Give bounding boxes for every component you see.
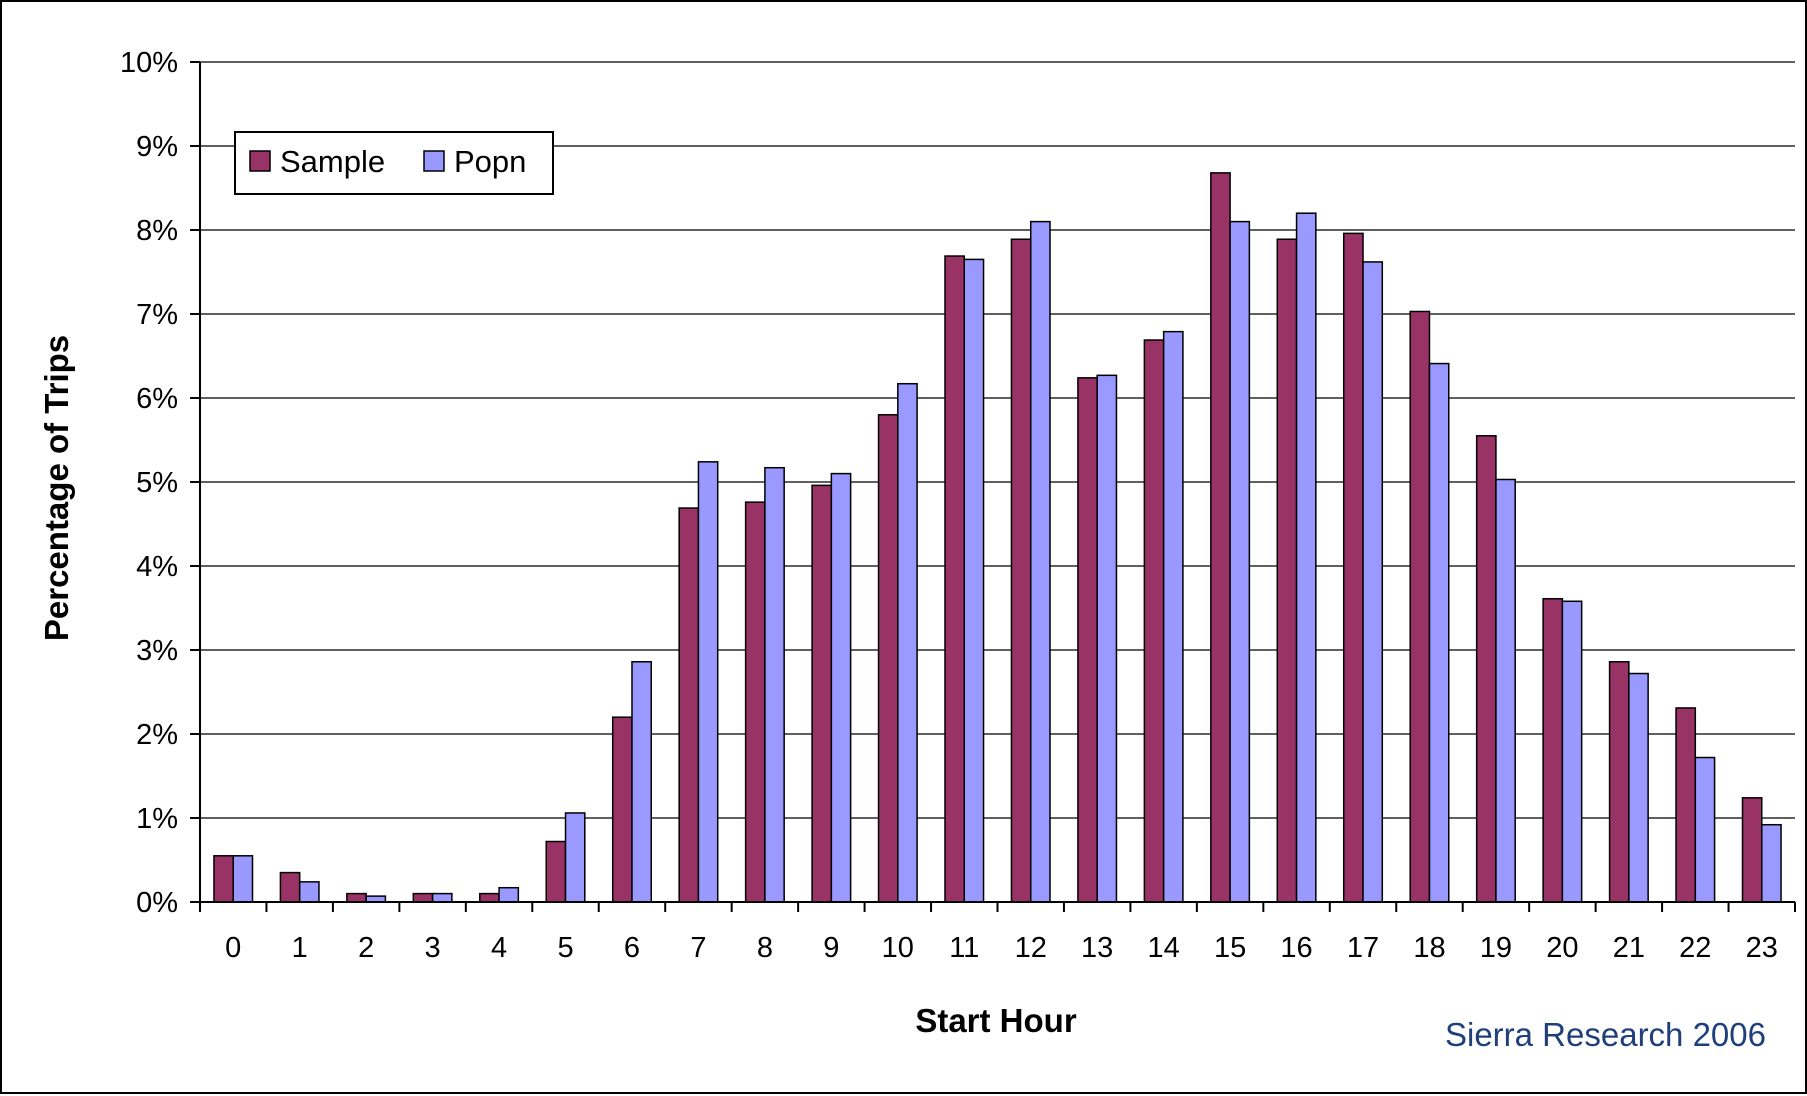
legend-label-popn: Popn bbox=[454, 144, 526, 179]
bar-sample-9 bbox=[811, 484, 833, 903]
bar-popn-5 bbox=[564, 812, 586, 903]
x-tick-label: 19 bbox=[1480, 932, 1512, 964]
legend-label-sample: Sample bbox=[280, 144, 385, 179]
bar-sample-16 bbox=[1276, 238, 1298, 903]
bar-sample-21 bbox=[1608, 661, 1630, 903]
legend-swatch-sample bbox=[249, 150, 271, 172]
bar-popn-18 bbox=[1428, 362, 1450, 903]
bar-popn-0 bbox=[232, 855, 254, 903]
x-tick-label: 20 bbox=[1546, 932, 1578, 964]
bars-group bbox=[213, 172, 1782, 903]
bar-sample-20 bbox=[1542, 598, 1564, 903]
x-tick-label: 1 bbox=[292, 932, 308, 964]
bar-popn-1 bbox=[298, 881, 320, 903]
x-tick-label: 23 bbox=[1746, 932, 1778, 964]
bar-sample-4 bbox=[479, 892, 500, 903]
credit-annotation: Sierra Research 2006 bbox=[1445, 1016, 1766, 1053]
x-tick-label: 18 bbox=[1413, 932, 1445, 964]
bar-sample-5 bbox=[545, 840, 567, 903]
bar-sample-23 bbox=[1741, 797, 1763, 903]
bar-popn-4 bbox=[498, 886, 520, 903]
x-tick-label: 3 bbox=[425, 932, 441, 964]
x-axis-title: Start Hour bbox=[915, 1002, 1077, 1039]
y-axis-title: Percentage of Trips bbox=[38, 335, 75, 641]
x-tick-label: 14 bbox=[1148, 932, 1180, 964]
x-tick-label: 10 bbox=[882, 932, 914, 964]
bar-sample-1 bbox=[279, 871, 301, 903]
bar-sample-18 bbox=[1409, 310, 1431, 903]
bar-popn-11 bbox=[963, 258, 985, 903]
bar-sample-13 bbox=[1077, 377, 1098, 903]
bar-popn-15 bbox=[1229, 220, 1251, 903]
bar-popn-23 bbox=[1761, 823, 1782, 903]
x-tick-label: 12 bbox=[1015, 932, 1047, 964]
bar-sample-22 bbox=[1675, 707, 1697, 903]
bar-sample-7 bbox=[678, 507, 700, 903]
bar-popn-21 bbox=[1628, 672, 1649, 903]
bar-sample-19 bbox=[1475, 435, 1497, 903]
bar-sample-17 bbox=[1342, 232, 1364, 903]
bar-popn-12 bbox=[1029, 220, 1051, 903]
x-tick-label: 21 bbox=[1613, 932, 1645, 964]
bar-popn-19 bbox=[1495, 478, 1516, 903]
x-tick-label: 2 bbox=[358, 932, 374, 964]
y-tick-label: 7% bbox=[136, 299, 178, 331]
y-tick-label: 8% bbox=[136, 215, 178, 247]
y-tick-label: 9% bbox=[136, 131, 178, 163]
bar-sample-2 bbox=[346, 892, 367, 903]
y-tick-label: 5% bbox=[136, 467, 178, 499]
bar-sample-3 bbox=[412, 892, 434, 903]
bar-popn-20 bbox=[1561, 600, 1583, 903]
legend: Sample Popn bbox=[234, 131, 554, 195]
y-tick-label: 3% bbox=[136, 635, 178, 667]
bar-sample-12 bbox=[1010, 238, 1032, 903]
y-tick-label: 2% bbox=[136, 719, 178, 751]
x-tick-label: 7 bbox=[690, 932, 706, 964]
bar-sample-10 bbox=[877, 414, 899, 903]
x-tick-label: 13 bbox=[1081, 932, 1113, 964]
x-tick-label: 16 bbox=[1280, 932, 1312, 964]
bar-popn-9 bbox=[830, 472, 852, 903]
y-tick-label: 4% bbox=[136, 551, 178, 583]
bar-popn-22 bbox=[1694, 756, 1716, 903]
bar-sample-11 bbox=[944, 255, 966, 903]
bar-popn-3 bbox=[431, 892, 453, 903]
bar-popn-14 bbox=[1162, 330, 1184, 903]
x-tick-label: 6 bbox=[624, 932, 640, 964]
bar-popn-8 bbox=[764, 466, 785, 903]
x-tick-label: 5 bbox=[557, 932, 573, 964]
y-tick-labels: 0% 1% 2% 3% 4% 5% 6% 7% 8% 9% 10% bbox=[120, 47, 200, 919]
x-tick-label: 22 bbox=[1679, 932, 1711, 964]
bar-popn-13 bbox=[1096, 374, 1118, 903]
bar-popn-17 bbox=[1362, 261, 1384, 903]
gridlines bbox=[200, 61, 1795, 819]
bar-sample-0 bbox=[213, 855, 234, 903]
legend-swatch-popn bbox=[423, 150, 445, 172]
y-tick-label: 10% bbox=[120, 47, 178, 79]
x-tick-label: 4 bbox=[491, 932, 507, 964]
bar-sample-6 bbox=[611, 716, 633, 903]
legend-box bbox=[234, 131, 554, 195]
bar-sample-8 bbox=[744, 501, 766, 903]
bar-popn-10 bbox=[897, 382, 918, 903]
x-tick-label: 11 bbox=[949, 932, 979, 964]
x-tick-labels: 0 1 2 3 4 5 6 7 8 9 10 11 12 13 14 15 16 17 18 19 20 21 22 23 bbox=[199, 902, 1796, 964]
y-tick-label: 6% bbox=[136, 383, 178, 415]
x-tick-label: 17 bbox=[1347, 932, 1379, 964]
x-tick-label: 15 bbox=[1214, 932, 1246, 964]
x-tick-label: 8 bbox=[757, 932, 773, 964]
bar-sample-15 bbox=[1210, 172, 1231, 903]
bar-popn-6 bbox=[631, 661, 653, 903]
y-tick-label: 1% bbox=[136, 803, 178, 835]
x-tick-label: 0 bbox=[225, 932, 241, 964]
y-tick-label: 0% bbox=[136, 887, 178, 919]
bar-popn-7 bbox=[697, 461, 719, 903]
bar-sample-14 bbox=[1143, 339, 1165, 903]
bar-popn-16 bbox=[1295, 212, 1317, 903]
x-tick-label: 9 bbox=[823, 932, 839, 964]
